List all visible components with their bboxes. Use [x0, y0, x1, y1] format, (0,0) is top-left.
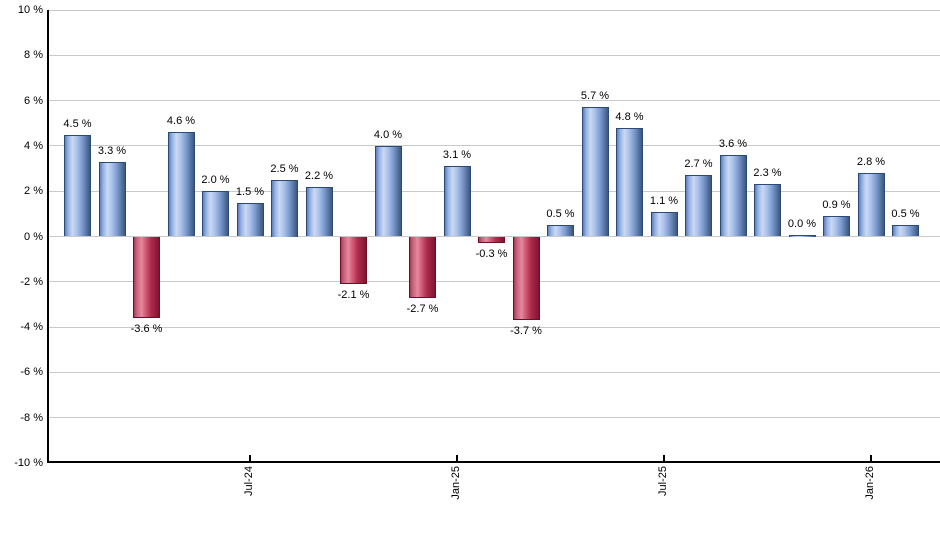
bar-value-label: 0.5 %: [546, 208, 575, 221]
x-axis-tick-label: Jul-25: [657, 466, 669, 496]
gridline: [48, 326, 940, 328]
bar: [685, 175, 712, 237]
bar: [409, 236, 436, 298]
bar-value-label: -3.6 %: [130, 323, 163, 336]
bar: [823, 216, 850, 237]
gridline: [48, 9, 940, 11]
bar: [340, 236, 367, 285]
bar-value-label: 2.8 %: [856, 156, 886, 169]
y-axis-tick-label: -8 %: [20, 411, 43, 424]
bar: [236, 202, 264, 237]
gridline: [48, 54, 940, 56]
bar: [719, 154, 747, 237]
bar-value-label: 4.5 %: [63, 117, 92, 130]
bar-value-label: 3.1 %: [442, 149, 472, 162]
bar-value-label: 3.3 %: [97, 144, 127, 157]
bar-value-label: 2.7 %: [684, 158, 713, 171]
y-axis-tick-label: 10 %: [17, 4, 43, 16]
bar: [892, 225, 919, 237]
bar: [616, 127, 643, 237]
bar: [857, 173, 885, 237]
y-axis-tick-label: -2 %: [20, 275, 43, 288]
bar-value-label: 2.2 %: [304, 169, 334, 182]
bar-value-label: 1.1 %: [649, 194, 679, 207]
bar-value-label: -0.3 %: [475, 248, 508, 261]
y-axis-tick-label: -4 %: [20, 321, 43, 334]
bar-value-label: 2.5 %: [270, 162, 299, 175]
x-axis-tick: [870, 455, 872, 463]
x-axis-tick: [456, 455, 458, 463]
bar-value-label: 0.9 %: [822, 199, 851, 212]
y-axis-tick-label: 6 %: [24, 94, 43, 107]
gridline: [48, 145, 940, 147]
x-axis-tick: [663, 455, 665, 463]
bar: [512, 236, 540, 321]
gridline: [48, 417, 940, 419]
bar: [133, 236, 160, 319]
bar-value-label: 1.5 %: [235, 185, 265, 198]
y-axis-tick-label: -6 %: [20, 366, 43, 379]
x-axis-tick: [249, 455, 251, 463]
bar: [788, 234, 816, 237]
bar-value-label: 0.0 %: [787, 217, 817, 230]
bar: [581, 107, 609, 237]
bar: [650, 211, 678, 237]
bar-value-label: 2.3 %: [753, 167, 782, 180]
bar-value-label: -2.1 %: [337, 289, 370, 302]
y-axis-tick-label: -10 %: [14, 457, 43, 469]
bar: [271, 179, 298, 237]
y-axis-tick-label: 0 %: [24, 230, 43, 243]
gridline: [48, 190, 940, 192]
bar-value-label: 4.0 %: [373, 128, 403, 141]
bar-value-label: -3.7 %: [510, 325, 542, 338]
gridline: [48, 281, 940, 283]
bar: [443, 166, 471, 237]
bar: [305, 186, 333, 237]
y-axis-tick-label: 8 %: [24, 49, 43, 62]
bar-value-label: 2.0 %: [201, 174, 230, 187]
bar-value-label: 4.6 %: [166, 115, 196, 128]
bar-value-label: 4.8 %: [615, 110, 644, 123]
x-axis-tick-label: Jan-26: [864, 466, 876, 500]
bar-value-label: 0.5 %: [891, 208, 920, 221]
bar: [98, 161, 126, 237]
gridline: [48, 100, 940, 102]
bar: [754, 184, 781, 237]
x-axis-tick-label: Jul-24: [243, 466, 255, 496]
x-axis-line: [47, 461, 940, 463]
bar: [64, 134, 91, 237]
bar: [374, 145, 402, 237]
y-axis-tick-label: 4 %: [24, 139, 43, 152]
bar: [167, 132, 195, 237]
x-axis-tick-label: Jan-25: [450, 466, 462, 500]
bar-value-label: -2.7 %: [406, 302, 439, 315]
bar: [547, 225, 574, 237]
gridline: [48, 371, 940, 373]
y-axis-tick-label: 2 %: [24, 185, 43, 198]
bar-value-label: 5.7 %: [580, 90, 610, 103]
bar-value-label: 3.6 %: [718, 137, 748, 150]
y-axis-line: [47, 10, 49, 463]
bar: [478, 236, 505, 244]
bar: [202, 191, 229, 237]
